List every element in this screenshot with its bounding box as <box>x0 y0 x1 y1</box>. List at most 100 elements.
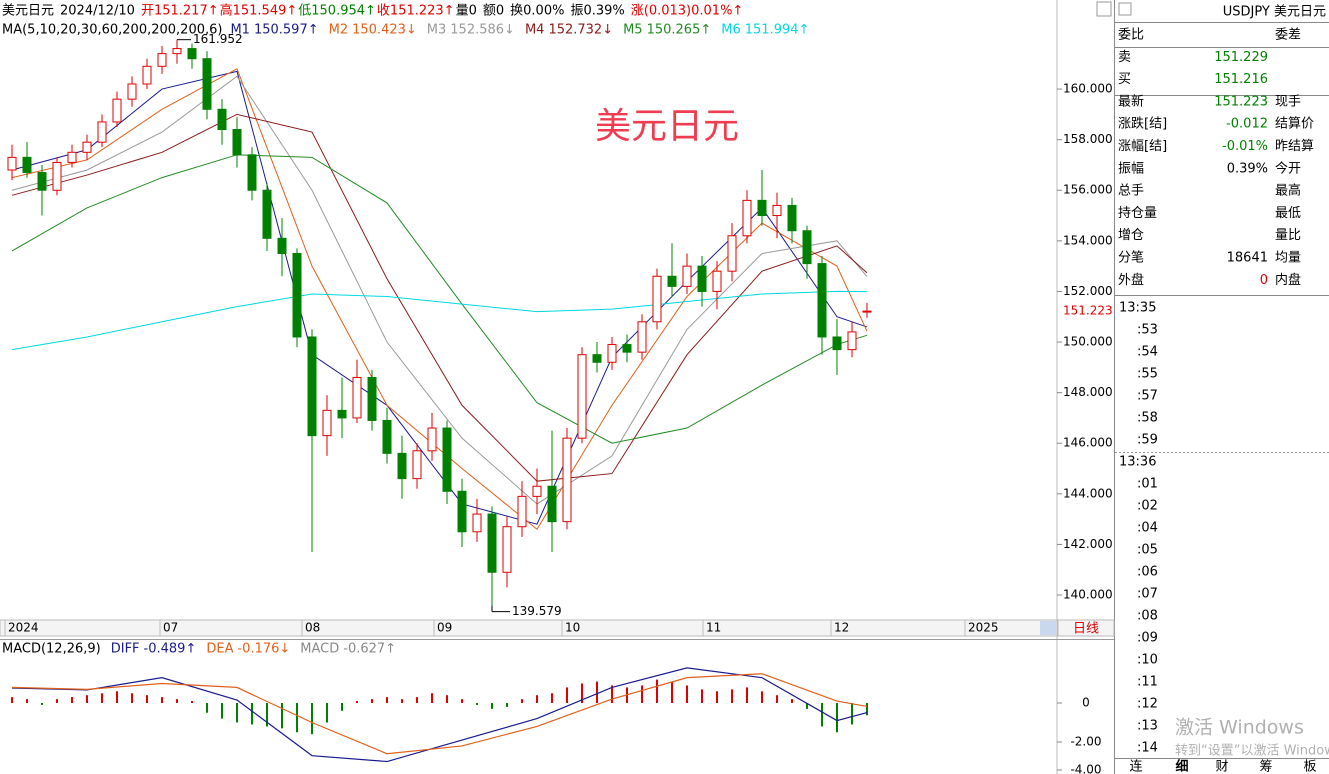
candle-body <box>487 513 497 573</box>
macd-line <box>11 667 868 763</box>
candle-body <box>622 344 632 353</box>
legend-value: 151.994↑ <box>745 23 810 38</box>
tick-time: :12 <box>1137 697 1158 712</box>
candle-body <box>682 265 692 287</box>
candle-body <box>517 495 527 528</box>
legend-value: 152.586↓ <box>450 23 515 38</box>
tick-time: :01 <box>1137 477 1158 492</box>
row-right: 结算价 <box>1275 117 1314 132</box>
y-tick-label: 142.000 <box>1063 537 1113 551</box>
panel-tab[interactable]: 连 <box>1129 759 1142 774</box>
x-tick-label: 09 <box>437 621 452 635</box>
candle-body <box>637 321 647 353</box>
header-item: 收151.223↑ <box>377 4 455 19</box>
activation-hint: 转到“设置”以激活 Windows。 <box>1175 744 1329 759</box>
candle-body <box>787 204 797 232</box>
legend-name: DEA <box>206 642 233 657</box>
candle-body <box>382 419 392 454</box>
row-label: 分笔 <box>1118 250 1144 266</box>
x-tick-label: 08 <box>305 621 320 635</box>
row-label: 持仓量 <box>1118 206 1157 221</box>
panel-icon[interactable] <box>1118 2 1132 16</box>
header-item: 量0 <box>456 4 477 19</box>
x-tick-label: 12 <box>834 621 849 635</box>
y-tick-label: 144.000 <box>1063 486 1113 500</box>
candle-body <box>832 336 842 351</box>
candle-body <box>337 409 347 419</box>
candle-body <box>217 108 227 131</box>
candle-body <box>97 121 107 143</box>
panel-tab[interactable]: 板 <box>1303 760 1316 774</box>
row-value: 151.229 <box>1214 50 1268 65</box>
tick-time: :09 <box>1137 631 1158 646</box>
tick-time: :54 <box>1137 345 1158 360</box>
time-axis-bar <box>0 619 1058 637</box>
tick-time: :11 <box>1137 675 1158 690</box>
candle-body <box>22 156 32 174</box>
candle-body <box>457 490 467 533</box>
candle-body <box>592 354 602 363</box>
tick-time: :10 <box>1137 653 1158 668</box>
panel-tab[interactable]: 财 <box>1215 760 1228 774</box>
candle-body <box>322 409 332 437</box>
candle-body <box>202 58 212 110</box>
ma-line <box>11 290 868 351</box>
candle-body <box>367 376 377 421</box>
candle-body <box>247 154 257 191</box>
candle-body <box>532 485 542 497</box>
candle-body <box>127 83 137 100</box>
x-tick-label: 10 <box>565 621 580 635</box>
candle-body <box>712 270 722 292</box>
tick-time: :05 <box>1137 543 1158 558</box>
candle-body <box>772 204 782 217</box>
y-tick-label: 158.000 <box>1063 132 1113 146</box>
row-label: 涨幅[结] <box>1118 139 1167 154</box>
row-right: 委差 <box>1275 28 1301 43</box>
scroll-button[interactable] <box>1040 621 1056 635</box>
row-value: -0.01% <box>1222 139 1268 154</box>
header-item: 振0.39% <box>570 4 624 19</box>
row-value: 0.39% <box>1227 161 1268 176</box>
legend-name: M4 <box>525 23 545 38</box>
candle-body <box>817 263 827 338</box>
panel-tab[interactable]: 筹 <box>1259 759 1272 774</box>
candle-body <box>427 427 437 452</box>
panel-toggle[interactable] <box>1096 1 1112 17</box>
row-label: 委比 <box>1118 28 1144 43</box>
row-label: 涨跌[结] <box>1118 116 1167 132</box>
candle-body <box>667 275 677 287</box>
row-right: 内盘 <box>1275 272 1301 288</box>
legend-value: 152.732↓ <box>548 23 613 38</box>
panel-title: USDJPY 美元日元 <box>1223 5 1326 20</box>
tick-time: :02 <box>1137 499 1158 514</box>
tick-time: :58 <box>1137 411 1158 426</box>
row-label: 外盘 <box>1118 272 1144 288</box>
candle-body <box>37 172 47 191</box>
row-right: 量比 <box>1275 228 1301 243</box>
panel-tab[interactable]: 细 <box>1175 759 1188 774</box>
watermark: 美元日元 <box>595 106 739 147</box>
row-value: -0.012 <box>1226 117 1268 132</box>
legend-name: DIFF <box>111 642 140 657</box>
candle-body <box>397 452 407 480</box>
tick-time: :06 <box>1137 565 1158 580</box>
legend-value: 150.597↑ <box>254 23 319 38</box>
candle-body <box>562 437 572 523</box>
y-tick-label: 146.000 <box>1063 436 1113 450</box>
header-item: 额0 <box>483 4 504 19</box>
candle-body <box>157 53 167 67</box>
candle-body <box>277 237 287 254</box>
candle-body <box>112 98 122 123</box>
candle-body <box>697 265 707 292</box>
y-tick-label: -2.00 <box>1070 735 1101 749</box>
row-right: 均量 <box>1275 251 1301 266</box>
header-item: 美元日元 <box>2 4 54 19</box>
tick-time: :55 <box>1137 367 1158 382</box>
candle-body <box>67 151 77 163</box>
row-value: 151.223 <box>1214 94 1268 109</box>
tick-time: :59 <box>1137 433 1158 448</box>
period-tab[interactable] <box>1057 619 1115 637</box>
candle-body <box>82 141 92 153</box>
y-tick-label: 160.000 <box>1063 82 1113 96</box>
macd-title: MACD(12,26,9) <box>2 642 101 657</box>
